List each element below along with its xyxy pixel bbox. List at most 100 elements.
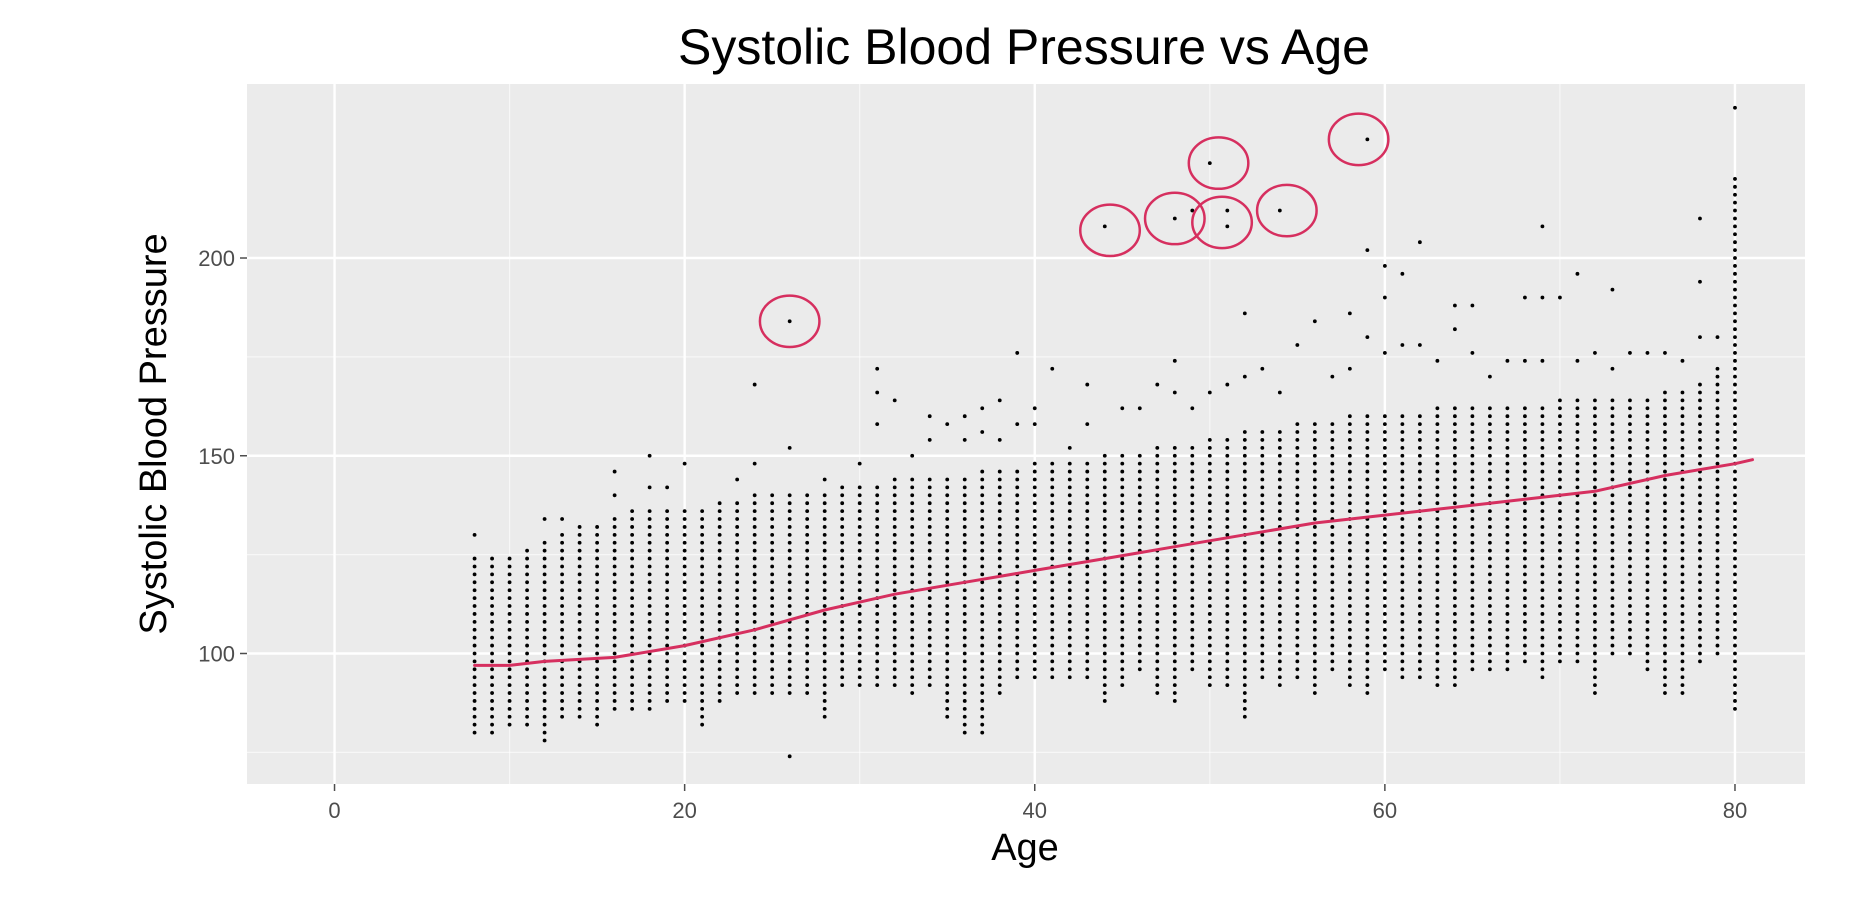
- data-point: [1470, 414, 1475, 419]
- data-point: [1032, 612, 1037, 616]
- data-point: [1663, 509, 1667, 514]
- data-point: [1242, 564, 1247, 569]
- data-point: [1505, 453, 1510, 458]
- data-point: [595, 651, 600, 656]
- data-point: [472, 556, 477, 561]
- data-point: [612, 706, 617, 711]
- data-point: [1067, 612, 1072, 616]
- data-point: [682, 572, 687, 577]
- data-point: [1172, 635, 1177, 640]
- data-point: [1452, 675, 1457, 680]
- data-point: [857, 612, 862, 616]
- data-point: [1733, 501, 1737, 506]
- data-point: [840, 651, 845, 656]
- data-point: [1663, 493, 1667, 498]
- data-point: [1312, 501, 1317, 506]
- data-point: [1190, 643, 1195, 648]
- data-point: [1733, 303, 1737, 308]
- data-point: [1417, 627, 1422, 632]
- data-point: [472, 564, 477, 569]
- data-point: [1137, 667, 1142, 672]
- data-point: [700, 572, 705, 577]
- data-point: [665, 588, 670, 593]
- data-point: [1540, 453, 1545, 458]
- data-point: [1435, 556, 1440, 561]
- data-point: [1628, 627, 1632, 632]
- data-point: [1207, 635, 1212, 640]
- data-point: [612, 683, 617, 688]
- data-point: [1645, 580, 1650, 585]
- data-point: [700, 659, 705, 664]
- data-point: [770, 517, 775, 521]
- data-point: [1558, 635, 1562, 640]
- data-point: [735, 532, 740, 537]
- data-point: [1715, 517, 1720, 521]
- data-point: [560, 548, 565, 553]
- data-point: [1207, 525, 1212, 529]
- data-point: [1733, 358, 1737, 363]
- data-point: [1172, 667, 1177, 672]
- data-point: [1505, 619, 1510, 624]
- data-point: [1067, 667, 1072, 672]
- data-point: [1172, 588, 1177, 593]
- data-point: [1172, 453, 1177, 458]
- data-point: [1067, 477, 1072, 482]
- data-point: [1715, 612, 1720, 616]
- data-point: [1435, 619, 1440, 624]
- data-point: [752, 501, 757, 506]
- data-point: [1365, 651, 1370, 656]
- data-point: [472, 532, 477, 537]
- data-point: [875, 651, 880, 656]
- data-point: [647, 612, 652, 616]
- data-point: [1628, 501, 1632, 506]
- data-point: [1277, 659, 1282, 664]
- data-point: [1733, 216, 1737, 221]
- data-point: [1663, 675, 1667, 680]
- data-point: [822, 493, 827, 498]
- data-point: [1382, 517, 1387, 521]
- data-point: [1733, 224, 1737, 229]
- data-point: [1155, 588, 1160, 593]
- annotation-circles: [758, 112, 1390, 349]
- data-point: [1102, 691, 1107, 695]
- data-point: [1120, 564, 1125, 569]
- data-point: [1155, 612, 1160, 616]
- data-point: [560, 699, 565, 703]
- data-point: [525, 706, 529, 711]
- data-point: [1260, 588, 1265, 593]
- data-point: [1540, 604, 1545, 608]
- data-point: [910, 651, 915, 656]
- data-point: [1085, 556, 1090, 561]
- data-point: [805, 651, 810, 656]
- data-point: [945, 493, 950, 498]
- data-point: [962, 730, 967, 735]
- data-point: [507, 588, 512, 593]
- data-point: [490, 706, 494, 711]
- data-point: [700, 667, 705, 672]
- data-point: [1137, 588, 1142, 593]
- data-point: [630, 580, 635, 585]
- data-point: [595, 564, 600, 569]
- data-point: [770, 596, 775, 601]
- data-point: [1558, 588, 1562, 593]
- data-point: [1085, 659, 1090, 664]
- data-point: [1207, 485, 1212, 490]
- data-point: [875, 659, 880, 664]
- data-point: [647, 509, 652, 514]
- data-point: [910, 501, 915, 506]
- data-point: [1347, 414, 1352, 419]
- data-point: [1312, 438, 1317, 442]
- data-point: [945, 714, 950, 719]
- data-point: [1540, 580, 1545, 585]
- data-point: [1137, 501, 1142, 506]
- data-point: [560, 714, 565, 719]
- data-point: [945, 612, 950, 616]
- data-point: [980, 430, 985, 434]
- data-point: [1032, 667, 1037, 672]
- data-point: [682, 548, 687, 553]
- data-point: [1417, 540, 1422, 545]
- data-point: [1277, 438, 1282, 442]
- data-point: [805, 588, 810, 593]
- data-point: [1382, 596, 1387, 601]
- data-point: [1120, 525, 1125, 529]
